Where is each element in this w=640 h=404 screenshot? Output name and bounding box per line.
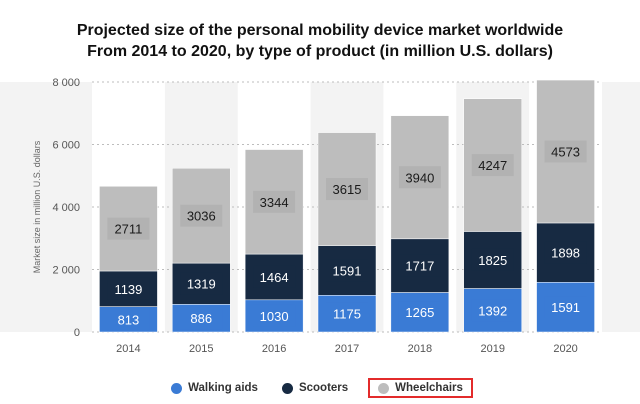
x-tick-label: 2019 (480, 343, 504, 355)
data-label-box (326, 302, 368, 325)
data-label-box (471, 299, 514, 322)
data-label: 1717 (405, 259, 434, 274)
data-label: 3036 (187, 209, 216, 224)
data-label: 1265 (405, 305, 434, 320)
data-label-box (398, 254, 441, 277)
data-label: 1898 (551, 246, 580, 261)
data-label-box (544, 296, 587, 319)
y-tick-label: 2 000 (52, 265, 80, 277)
chart-title-block: Projected size of the personal mobility … (0, 20, 640, 62)
data-label: 1825 (478, 253, 507, 268)
data-label: 1139 (114, 282, 142, 297)
x-tick-label: 2015 (189, 343, 213, 355)
y-tick-label: 6 000 (52, 140, 80, 152)
data-label: 1464 (260, 270, 289, 285)
legend-label: Wheelchairs (395, 382, 463, 394)
data-label-box (544, 140, 587, 163)
data-label: 3940 (405, 170, 434, 185)
legend-item-wheelchairs[interactable]: Wheelchairs (368, 378, 473, 398)
data-label-box (544, 241, 587, 264)
data-label-box (253, 190, 296, 213)
y-axis-label: Market size in million U.S. dollars (32, 140, 42, 273)
legend-swatch (171, 382, 183, 394)
data-label: 1591 (551, 300, 580, 315)
chart-title: Projected size of the personal mobility … (76, 22, 564, 39)
data-label-box (398, 166, 441, 189)
y-tick-label: 0 (74, 327, 80, 339)
data-label: 813 (118, 312, 140, 327)
data-label-box (180, 204, 223, 227)
x-tick-label: 2020 (553, 343, 577, 355)
data-label-box (471, 154, 514, 177)
legend-swatch (281, 382, 293, 394)
data-label: 3344 (260, 195, 289, 210)
x-tick-label: 2014 (116, 343, 140, 355)
data-label-box (326, 259, 368, 282)
data-label-box (107, 308, 150, 331)
data-label: 1392 (478, 303, 507, 318)
chart-subtitle: From 2014 to 2020, by type of product (i… (87, 43, 553, 60)
data-label: 1591 (333, 263, 362, 278)
data-label-box (107, 217, 150, 240)
x-tick-label: 2016 (262, 343, 286, 355)
y-tick-label: 4 000 (52, 202, 80, 214)
data-label: 886 (190, 311, 212, 326)
data-label: 3615 (333, 182, 362, 197)
data-label-box (326, 178, 368, 201)
data-label: 4573 (551, 145, 580, 160)
data-label: 1319 (187, 277, 216, 292)
legend-item-walking-aids[interactable]: Walking aids (167, 378, 262, 398)
y-tick-label: 8 000 (52, 77, 80, 89)
data-label: 2711 (114, 222, 142, 237)
data-label: 1030 (260, 309, 289, 324)
data-label-box (253, 265, 296, 288)
data-label-box (107, 277, 150, 300)
data-label-box (180, 272, 223, 295)
chart-legend: Walking aids Scooters Wheelchairs (0, 378, 640, 398)
legend-swatch (378, 382, 390, 394)
data-label-box (471, 248, 514, 271)
legend-label: Walking aids (188, 382, 258, 394)
x-tick-label: 2018 (408, 343, 432, 355)
stacked-bar-chart: 0 2 000 4 000 6 000 8 000 Market size in mill… (0, 77, 640, 355)
legend-label: Scooters (298, 382, 349, 394)
legend-item-scooters[interactable]: Scooters (278, 378, 352, 398)
data-label-box (398, 301, 441, 324)
data-label: 1175 (333, 307, 361, 322)
data-label-box (253, 304, 296, 327)
x-tick-label: 2017 (335, 343, 359, 355)
data-label-box (180, 307, 223, 330)
data-label: 4247 (478, 158, 507, 173)
